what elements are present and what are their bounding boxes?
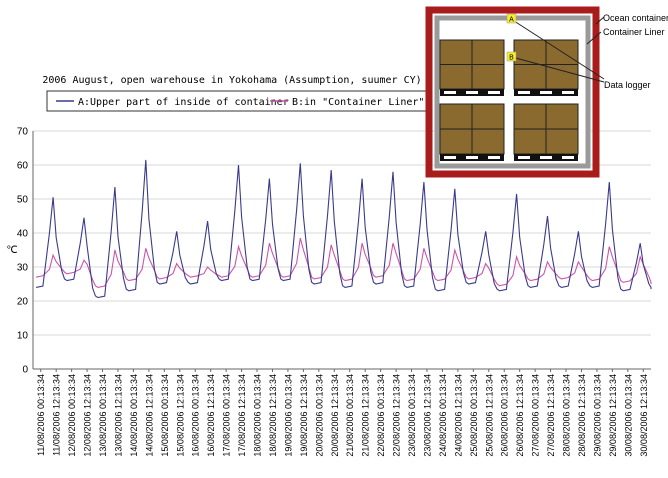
pallet-slot xyxy=(562,156,574,159)
x-tick-label: 25/08/2006 12:13:34 xyxy=(484,374,494,457)
container-liner-label: Container Liner xyxy=(603,27,665,37)
x-tick-label: 15/08/2006 12:13:34 xyxy=(175,374,185,457)
x-tick-label: 12/08/2006 12:13:34 xyxy=(83,374,93,457)
x-tick-label: 17/08/2006 00:13:34 xyxy=(222,374,232,457)
x-tick-label: 14/08/2006 00:13:34 xyxy=(129,374,139,457)
x-tick-label: 30/08/2006 00:13:34 xyxy=(623,374,633,457)
pallet-slot xyxy=(466,156,478,159)
x-tick-label: 13/08/2006 12:13:34 xyxy=(113,374,123,457)
marker-b xyxy=(506,51,517,62)
y-tick-label: 20 xyxy=(17,297,29,308)
x-tick-label: 23/08/2006 12:13:34 xyxy=(422,374,432,457)
marker-b-label: B xyxy=(509,55,514,62)
x-tick-label: 15/08/2006 00:13:34 xyxy=(160,374,170,457)
pallet-slot xyxy=(562,91,574,94)
x-tick-label: 18/08/2006 00:13:34 xyxy=(253,374,263,457)
container-diagram: A B Ocean container Container Liner Data… xyxy=(425,6,668,178)
marker-a xyxy=(506,13,517,24)
cargo-stacks xyxy=(439,39,579,161)
x-tick-label: 24/08/2006 00:13:34 xyxy=(438,374,448,457)
x-tick-label: 29/08/2006 12:13:34 xyxy=(608,374,618,457)
x-tick-label: 21/08/2006 00:13:34 xyxy=(345,374,355,457)
x-tick-label: 28/08/2006 12:13:34 xyxy=(577,374,587,457)
legend: A:Upper part of inside of container B:in… xyxy=(46,90,428,112)
y-tick-label: 0 xyxy=(22,365,28,376)
y-tick-label: 70 xyxy=(17,127,29,138)
x-tick-label: 11/08/2006 12:13:34 xyxy=(52,374,62,456)
leader-line-a xyxy=(510,18,605,80)
marker-a-label: A xyxy=(509,17,514,24)
x-tick-label: 20/08/2006 00:13:34 xyxy=(314,374,324,457)
x-tick-label: 23/08/2006 00:13:34 xyxy=(407,374,417,457)
legend-label-b: B:in "Container Liner" xyxy=(292,97,424,108)
x-tick-label: 14/08/2006 12:13:34 xyxy=(144,374,154,457)
ocean-container-label: Ocean container xyxy=(603,13,668,23)
y-axis-label: ℃ xyxy=(6,245,17,256)
y-tick-label: 60 xyxy=(17,161,29,172)
pallet-slot xyxy=(518,91,530,94)
legend-label-a: A:Upper part of inside of container xyxy=(78,97,289,108)
leader-line-liner xyxy=(586,31,602,45)
series-line-b xyxy=(35,237,652,288)
pallet-slot xyxy=(488,91,500,94)
x-tick-label: 16/08/2006 12:13:34 xyxy=(206,374,216,457)
x-tick-label: 20/08/2006 12:13:34 xyxy=(330,374,340,457)
ocean-container-frame xyxy=(425,6,600,178)
y-tick-label: 10 xyxy=(17,331,29,342)
pallet-slot xyxy=(540,156,552,159)
x-tick-label: 27/08/2006 12:13:34 xyxy=(546,374,556,457)
pallet-slot xyxy=(444,91,456,94)
x-tick-label: 19/08/2006 00:13:34 xyxy=(283,374,293,457)
x-axis-ticks: 11/08/2006 00:13:34 11/08/2006 12:13:34 12… xyxy=(36,369,649,457)
y-axis-ticks: 0 10 20 30 40 50 60 70 xyxy=(17,127,29,376)
leader-line-b xyxy=(511,56,605,83)
series-line-a xyxy=(35,159,652,299)
leader-line-ocean xyxy=(595,16,605,25)
x-tick-label: 28/08/2006 00:13:34 xyxy=(562,374,572,457)
x-tick-label: 21/08/2006 12:13:34 xyxy=(361,374,371,457)
x-tick-label: 22/08/2006 00:13:34 xyxy=(376,374,386,457)
x-tick-label: 11/08/2006 00:13:34 xyxy=(36,374,46,456)
x-tick-label: 26/08/2006 00:13:34 xyxy=(500,374,510,457)
x-tick-label: 30/08/2006 12:13:34 xyxy=(639,374,649,457)
x-tick-label: 19/08/2006 12:13:34 xyxy=(299,374,309,457)
x-tick-label: 29/08/2006 00:13:34 xyxy=(592,374,602,457)
pallet-slot xyxy=(466,91,478,94)
x-tick-label: 18/08/2006 12:13:34 xyxy=(268,374,278,457)
y-tick-label: 40 xyxy=(17,229,29,240)
x-tick-label: 26/08/2006 12:13:34 xyxy=(515,374,525,457)
x-tick-label: 12/08/2006 00:13:34 xyxy=(67,374,77,457)
x-tick-label: 16/08/2006 00:13:34 xyxy=(191,374,201,457)
y-tick-label: 50 xyxy=(17,195,29,206)
chart-title: 2006 August, open warehouse in Yokohama … xyxy=(42,75,421,86)
x-tick-label: 24/08/2006 12:13:34 xyxy=(453,374,463,457)
x-tick-label: 25/08/2006 00:13:34 xyxy=(469,374,479,457)
pallet-slot xyxy=(488,156,500,159)
x-tick-label: 13/08/2006 00:13:34 xyxy=(98,374,108,457)
pallet-slot xyxy=(540,91,552,94)
x-tick-label: 22/08/2006 12:13:34 xyxy=(392,374,402,457)
x-tick-label: 17/08/2006 12:13:34 xyxy=(237,374,247,457)
pallet-slot xyxy=(444,156,456,159)
pallet-slot xyxy=(518,156,530,159)
data-logger-label: Data logger xyxy=(604,80,651,90)
x-tick-label: 27/08/2006 00:13:34 xyxy=(531,374,541,457)
y-tick-label: 30 xyxy=(17,263,29,274)
